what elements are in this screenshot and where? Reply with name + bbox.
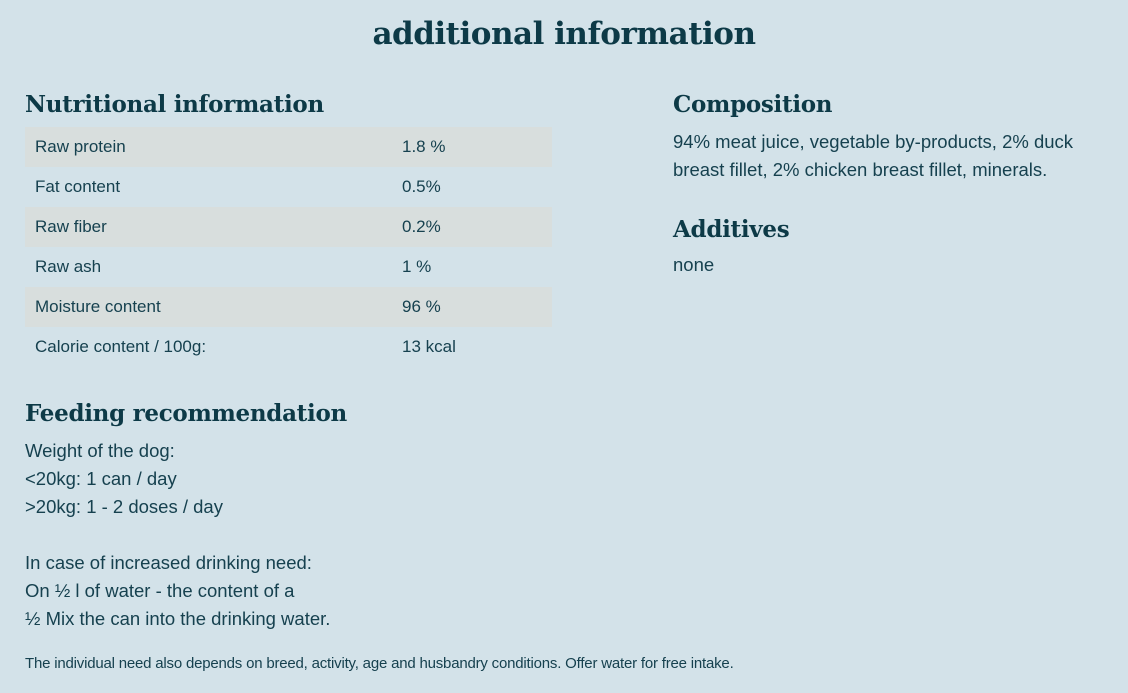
feeding-heading: Feeding recommendation: [25, 400, 347, 427]
feeding-section: Feeding recommendation Weight of the dog…: [25, 399, 1103, 633]
table-row: Raw ash 1 %: [25, 247, 552, 287]
row-value: 96 %: [402, 297, 441, 316]
feeding-line: <20kg: 1 can / day: [25, 468, 177, 489]
row-label: Raw ash: [35, 257, 102, 276]
composition-text: 94% meat juice, vegetable by-products, 2…: [673, 131, 1074, 180]
feeding-line: In case of increased drinking need:: [25, 552, 312, 573]
page-title: additional information: [372, 16, 756, 52]
table-row: Raw fiber 0.2%: [25, 207, 552, 247]
feeding-line: On ½ l of water - the content of a: [25, 580, 295, 601]
row-label: Raw protein: [35, 137, 126, 156]
row-value: 1.8 %: [402, 137, 446, 156]
additives-heading: Additives: [673, 216, 790, 243]
footnote: The individual need also depends on bree…: [25, 655, 734, 672]
feeding-line: Weight of the dog:: [25, 440, 175, 461]
composition-heading: Composition: [673, 91, 833, 118]
row-label: Calorie content / 100g:: [35, 337, 207, 356]
row-label: Moisture content: [35, 297, 161, 316]
feeding-lines: Weight of the dog: <20kg: 1 can / day >2…: [25, 437, 1103, 633]
table-row: Calorie content / 100g: 13 kcal: [25, 327, 552, 367]
row-value: 0.2%: [402, 217, 441, 236]
row-value: 0.5%: [402, 177, 441, 196]
feeding-line: >20kg: 1 - 2 doses / day: [25, 496, 223, 517]
row-label: Raw fiber: [35, 217, 107, 236]
feeding-line: ½ Mix the can into the drinking water.: [25, 608, 331, 629]
content-columns: Nutritional information Raw protein 1.8 …: [25, 90, 1103, 367]
nutrition-heading: Nutritional information: [25, 91, 324, 118]
feeding-line: [25, 521, 1103, 549]
row-label: Fat content: [35, 177, 121, 196]
additives-text: none: [673, 254, 715, 275]
composition-section: Composition 94% meat juice, vegetable by…: [673, 90, 1083, 367]
table-row: Raw protein 1.8 %: [25, 127, 552, 167]
nutrition-section: Nutritional information Raw protein 1.8 …: [25, 90, 552, 367]
nutrition-table: Raw protein 1.8 % Fat content 0.5% Raw f…: [25, 127, 552, 367]
row-value: 1 %: [402, 257, 432, 276]
table-row: Fat content 0.5%: [25, 167, 552, 207]
table-row: Moisture content 96 %: [25, 287, 552, 327]
row-value: 13 kcal: [402, 337, 456, 356]
